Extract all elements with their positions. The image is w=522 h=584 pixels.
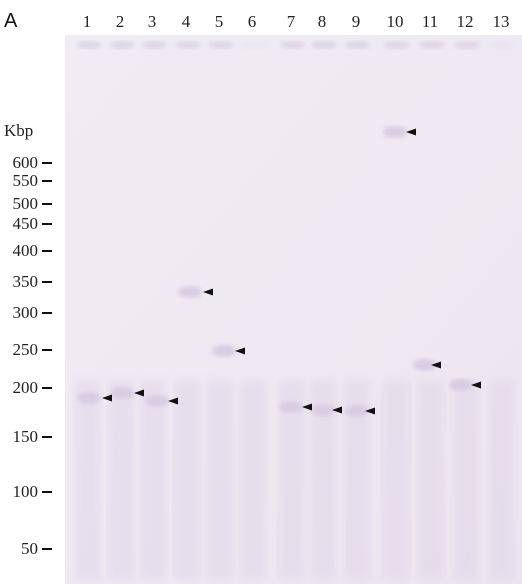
well	[345, 41, 371, 49]
arrowheads	[102, 128, 481, 415]
size-marker-label: 150	[13, 427, 39, 446]
smear	[75, 380, 101, 580]
size-marker-label: 400	[13, 241, 39, 260]
unit-label: Kbp	[4, 121, 33, 140]
band	[345, 405, 369, 417]
band	[449, 379, 473, 391]
well	[419, 41, 445, 49]
lane-label: 10	[387, 12, 404, 31]
well	[490, 41, 516, 49]
lane-label: 4	[182, 12, 191, 31]
well	[175, 41, 201, 49]
well	[109, 41, 135, 49]
band	[145, 395, 169, 407]
lane-label: 6	[248, 12, 257, 31]
wells	[76, 41, 516, 49]
lane-label: 9	[352, 12, 361, 31]
smear	[108, 380, 134, 580]
lane-label: 2	[116, 12, 125, 31]
well	[241, 41, 267, 49]
arrowhead	[431, 361, 441, 369]
band	[212, 345, 236, 357]
arrowhead	[332, 406, 342, 414]
panel-label: A	[4, 10, 18, 32]
smear	[418, 380, 444, 580]
smear	[207, 380, 233, 580]
size-marker-label: 550	[13, 171, 39, 190]
bands	[77, 126, 473, 417]
band	[311, 404, 335, 416]
band	[77, 392, 101, 404]
well	[76, 41, 102, 49]
band	[383, 126, 407, 138]
size-marker-label: 100	[13, 482, 39, 501]
size-marker-label: 50	[21, 539, 38, 558]
size-marker-label: 600	[13, 153, 39, 172]
smear	[240, 380, 266, 580]
size-marker-label: 300	[13, 303, 39, 322]
smear	[383, 380, 409, 580]
size-marker-label: 250	[13, 340, 39, 359]
arrowhead	[102, 394, 112, 402]
well	[280, 41, 306, 49]
arrowhead	[365, 407, 375, 415]
lane-label: 7	[287, 12, 296, 31]
band	[110, 387, 134, 399]
arrowhead	[406, 128, 416, 136]
smear	[489, 380, 515, 580]
size-marker-label: 500	[13, 194, 39, 213]
size-marker-label: 200	[13, 378, 39, 397]
well	[208, 41, 234, 49]
arrowhead	[168, 397, 178, 405]
lane-label: 1	[83, 12, 92, 31]
well	[454, 41, 480, 49]
size-marker-label: 350	[13, 272, 39, 291]
band	[279, 401, 303, 413]
arrowhead	[302, 403, 312, 411]
smear	[453, 380, 479, 580]
lane-label: 8	[318, 12, 327, 31]
lane-label: 13	[493, 12, 510, 31]
band	[178, 286, 202, 298]
lane-labels: 1 2 3 4 5 6 7 8 9 10 11 12 13	[83, 12, 510, 31]
band	[413, 359, 437, 371]
size-marker-label: 450	[13, 214, 39, 233]
well	[141, 41, 167, 49]
smear	[174, 380, 200, 580]
well	[384, 41, 410, 49]
arrowhead	[134, 389, 144, 397]
arrowhead	[235, 347, 245, 355]
lane-label: 3	[148, 12, 157, 31]
smear	[279, 380, 305, 580]
arrowhead	[471, 381, 481, 389]
smear	[140, 380, 166, 580]
lane-label: 5	[215, 12, 224, 31]
well	[311, 41, 337, 49]
lane-smears	[75, 380, 515, 580]
arrowhead	[203, 288, 213, 296]
lane-label: 12	[457, 12, 474, 31]
lane-label: 11	[422, 12, 438, 31]
